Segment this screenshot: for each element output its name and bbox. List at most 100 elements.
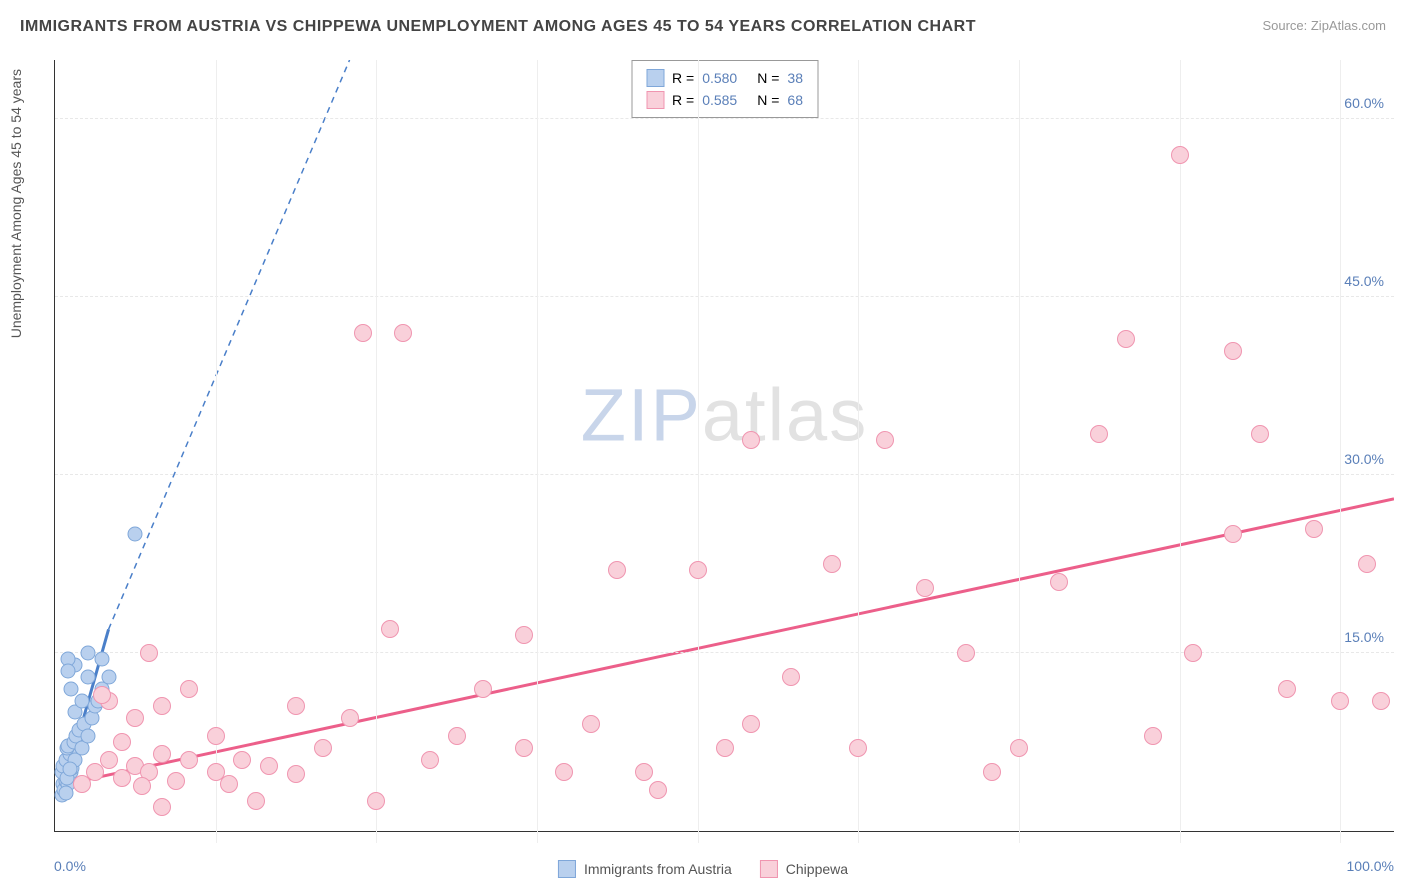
data-point [133, 777, 151, 795]
y-tick-label: 60.0% [1344, 95, 1384, 111]
trend-lines [55, 60, 1394, 831]
legend-swatch [760, 860, 778, 878]
data-point [421, 751, 439, 769]
data-point [58, 786, 73, 801]
gridline-v [1340, 60, 1341, 843]
data-point [1224, 525, 1242, 543]
stat-r-value: 0.585 [702, 92, 737, 108]
y-tick-label: 45.0% [1344, 273, 1384, 289]
chart-header: IMMIGRANTS FROM AUSTRIA VS CHIPPEWA UNEM… [0, 0, 1406, 46]
data-point [448, 727, 466, 745]
gridline-v [537, 60, 538, 843]
data-point [608, 561, 626, 579]
x-tick-label: 100.0% [1347, 858, 1394, 874]
data-point [1184, 644, 1202, 662]
data-point [1050, 573, 1068, 591]
data-point [81, 729, 96, 744]
data-point [1251, 425, 1269, 443]
data-point [1278, 680, 1296, 698]
data-point [233, 751, 251, 769]
gridline-h [55, 118, 1394, 119]
data-point [61, 663, 76, 678]
data-point [1331, 692, 1349, 710]
data-point [180, 680, 198, 698]
data-point [1358, 555, 1376, 573]
data-point [314, 739, 332, 757]
data-point [101, 669, 116, 684]
watermark: ZIPatlas [581, 372, 868, 457]
stat-n-value: 38 [787, 70, 803, 86]
series-legend-item: Immigrants from Austria [558, 860, 732, 878]
gridline-h [55, 296, 1394, 297]
y-tick-label: 15.0% [1344, 629, 1384, 645]
stat-r-label: R = [672, 92, 694, 108]
data-point [635, 763, 653, 781]
data-point [1010, 739, 1028, 757]
data-point [916, 579, 934, 597]
gridline-v [698, 60, 699, 843]
data-point [126, 709, 144, 727]
data-point [1090, 425, 1108, 443]
data-point [1117, 330, 1135, 348]
x-tick-label: 0.0% [54, 858, 86, 874]
legend-swatch [646, 91, 664, 109]
series-legend: Immigrants from Austria Chippewa [558, 860, 848, 878]
data-point [649, 781, 667, 799]
data-point [876, 431, 894, 449]
data-point [153, 697, 171, 715]
gridline-h [55, 474, 1394, 475]
data-point [823, 555, 841, 573]
gridline-v [216, 60, 217, 843]
legend-stat-row: R = 0.585 N = 68 [646, 89, 803, 111]
data-point [81, 669, 96, 684]
data-point [220, 775, 238, 793]
data-point [1171, 146, 1189, 164]
data-point [354, 324, 372, 342]
legend-swatch [646, 69, 664, 87]
gridline-v [1019, 60, 1020, 843]
data-point [1372, 692, 1390, 710]
data-point [153, 798, 171, 816]
data-point [93, 686, 111, 704]
stat-r-label: R = [672, 70, 694, 86]
data-point [64, 681, 79, 696]
data-point [983, 763, 1001, 781]
data-point [62, 762, 77, 777]
data-point [260, 757, 278, 775]
data-point [287, 765, 305, 783]
stat-n-label: N = [757, 70, 779, 86]
series-legend-item: Chippewa [760, 860, 848, 878]
data-point [1224, 342, 1242, 360]
data-point [167, 772, 185, 790]
data-point [381, 620, 399, 638]
data-point [742, 715, 760, 733]
stat-n-label: N = [757, 92, 779, 108]
data-point [207, 727, 225, 745]
data-point [180, 751, 198, 769]
data-point [94, 652, 109, 667]
chart-title: IMMIGRANTS FROM AUSTRIA VS CHIPPEWA UNEM… [20, 18, 976, 36]
data-point [367, 792, 385, 810]
data-point [582, 715, 600, 733]
gridline-v [858, 60, 859, 843]
y-tick-label: 30.0% [1344, 451, 1384, 467]
data-point [341, 709, 359, 727]
data-point [153, 745, 171, 763]
data-point [394, 324, 412, 342]
data-point [957, 644, 975, 662]
correlation-legend: R = 0.580N = 38R = 0.585N = 68 [631, 60, 818, 118]
data-point [782, 668, 800, 686]
chart-source: Source: ZipAtlas.com [1262, 18, 1386, 33]
series-legend-label: Chippewa [786, 861, 848, 877]
data-point [128, 527, 143, 542]
data-point [100, 751, 118, 769]
data-point [247, 792, 265, 810]
gridline-v [376, 60, 377, 843]
y-axis-label: Unemployment Among Ages 45 to 54 years [8, 69, 24, 338]
data-point [555, 763, 573, 781]
gridline-v [1180, 60, 1181, 843]
data-point [849, 739, 867, 757]
data-point [287, 697, 305, 715]
stat-n-value: 68 [787, 92, 803, 108]
data-point [689, 561, 707, 579]
